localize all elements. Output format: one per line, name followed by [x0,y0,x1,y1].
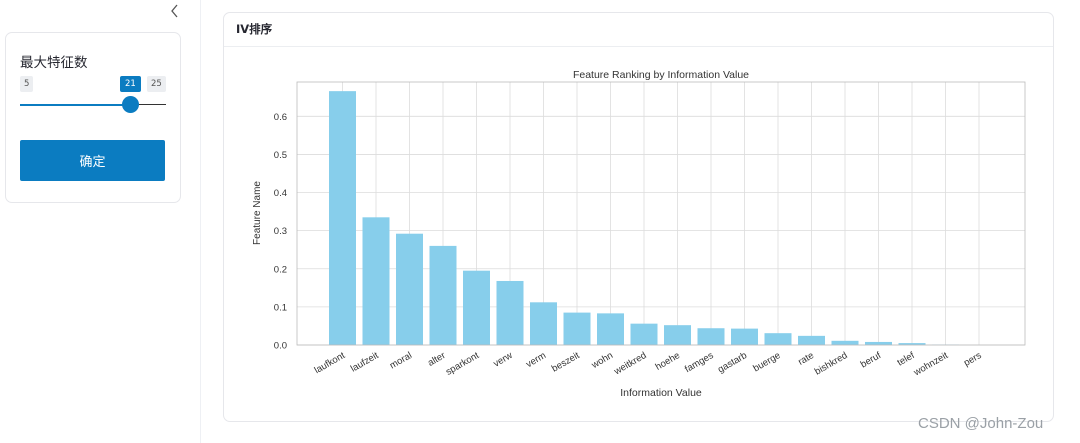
x-axis-label: Information Value [620,387,702,399]
x-tick-label: pers [962,350,984,369]
bar-bishkred [831,340,859,345]
bar-sparkont [463,270,490,345]
bar-beruf [865,341,892,345]
y-tick-label: 0.0 [274,341,287,352]
slider-track-filled[interactable] [20,104,131,106]
bar-beszeit [563,312,591,345]
x-tick-label: verw [492,350,515,370]
bar-rate [798,335,825,345]
y-tick-label: 0.6 [274,112,287,123]
bar-weitkred [630,323,658,345]
chevron-left-icon-svg [171,4,178,18]
bar-telef [898,343,926,345]
bar-famges [697,328,725,345]
x-tick-label: wohn [589,350,615,371]
x-tick-label: laufzeit [349,350,381,375]
y-tick-label: 0.4 [274,188,287,199]
y-tick-label: 0.1 [274,302,287,313]
x-tick-label: bishkred [813,350,850,377]
x-tick-label: moral [388,350,414,371]
bar-verw [496,280,524,345]
y-tick-label: 0.2 [274,264,287,275]
x-tick-label: alter [426,350,448,369]
bar-laufkont [329,91,356,345]
y-axis-label: Feature Name [252,181,263,245]
slider-min-label: 5 [20,76,34,92]
x-tick-label: weitkred [611,350,648,378]
bar-verm [530,302,557,345]
iv-bar-chart: 0.0 0.1 0.2 0.3 0.4 0.5 0.6 laufkont laufzeit mo… [252,69,1026,399]
panel-title: IV排序 [224,13,1053,47]
plot-frame [296,81,1026,346]
slider-title: 最大特征数 [20,55,88,71]
bar-moral [396,233,423,345]
bar-laufzeit [362,217,390,345]
chevron-left-icon[interactable] [168,2,182,20]
watermark: CSDN @John-Zou [918,415,1044,432]
iv-ranking-panel: IV排序 0.0 0.1 0.2 0.3 0.4 0.5 0.6 laufkont laufz… [223,12,1054,422]
x-tick-label: verm [524,350,548,370]
bar-wohn [597,313,624,345]
y-tick-label: 0.5 [274,150,287,161]
slider-max-label: 25 [147,76,166,92]
x-tick-label: gastarb [716,350,749,375]
x-tick-label: sparkont [444,350,481,378]
bar-buerge [764,333,792,345]
slider-value-label: 21 [120,76,141,92]
slider-thumb[interactable] [122,96,139,113]
x-tick-label: rate [796,350,816,368]
sidebar: 最大特征数 5 21 25 确定 [0,0,201,443]
x-tick-label: buerge [751,350,782,374]
x-tick-label: laufkont [313,350,348,376]
x-tick-label: beszeit [550,350,582,375]
chart-title: Feature Ranking by Information Value [573,69,749,81]
x-tick-label: telef [895,350,916,369]
x-tick-label: wohnzeit [911,350,950,379]
x-tick-label: hoehe [654,350,682,373]
bar-gastarb [731,328,758,345]
bar-hoehe [664,325,691,345]
slider-track[interactable] [131,104,166,105]
bar-alter [429,245,457,345]
slider-card: 最大特征数 5 21 25 确定 [5,32,181,203]
y-tick-label: 0.3 [274,226,287,237]
x-tick-label: beruf [859,350,884,371]
x-tick-label: famges [683,350,716,375]
confirm-button[interactable]: 确定 [20,140,165,181]
